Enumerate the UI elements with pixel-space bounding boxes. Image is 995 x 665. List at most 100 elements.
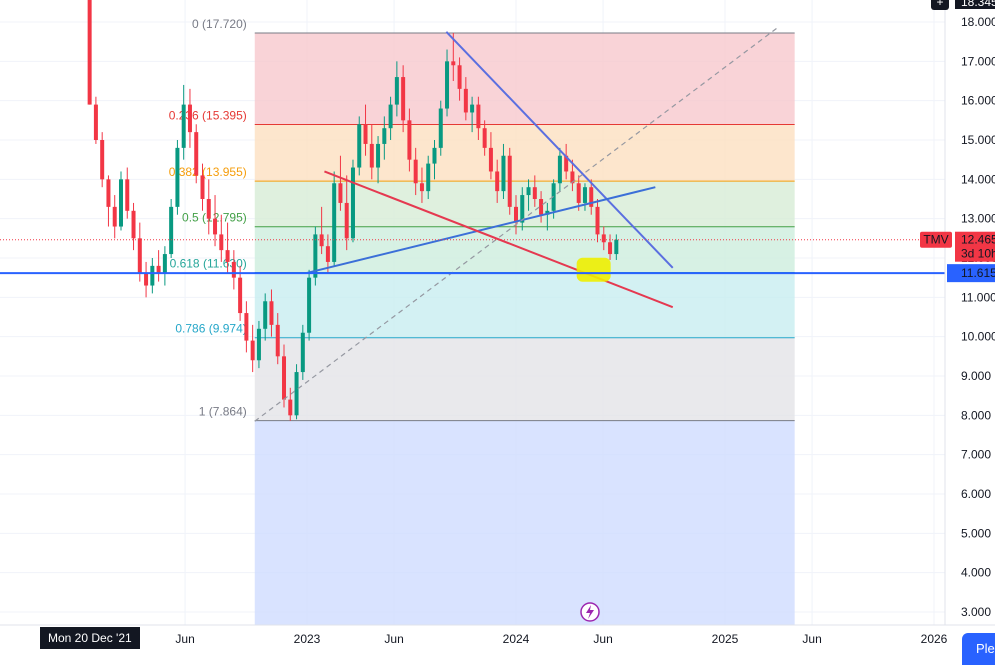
candle-55	[432, 140, 437, 180]
candle-3	[106, 175, 111, 227]
candle-body	[438, 108, 443, 148]
candle-body	[93, 104, 98, 140]
fib-zone-1	[254, 420, 795, 625]
candle-60	[463, 77, 468, 121]
candle-body	[319, 234, 324, 247]
candle-27	[256, 320, 261, 369]
y-tick-label: 9.000	[961, 369, 991, 383]
candle-body	[288, 399, 293, 416]
candle-9	[144, 261, 149, 298]
candle-83	[608, 234, 613, 260]
y-tick-label: 6.000	[961, 487, 991, 501]
fib-retracement[interactable]: 0 (17.720) 0.236 (15.395) 0.382 (13.955) 0.…	[169, 17, 795, 625]
candle-body	[570, 171, 575, 184]
candle-34	[300, 324, 305, 380]
date-cursor-badge: Mon 20 Dec '21	[40, 627, 140, 649]
candle-76	[564, 143, 569, 180]
time-axis[interactable]: Jun 2023 Jun 2024 Jun 2025 Jun 2026	[0, 624, 995, 665]
candle-body	[357, 124, 362, 168]
hline-price-badge	[947, 264, 995, 283]
candle-35	[307, 269, 312, 341]
interval-label: 3d 10h	[961, 247, 995, 261]
candle-53	[419, 167, 424, 203]
y-tick-label: 14.000	[961, 172, 995, 186]
candle-82	[601, 226, 606, 251]
candle-body	[445, 61, 450, 109]
x-tick-label: Jun	[384, 632, 403, 646]
lightning-icon[interactable]	[580, 602, 600, 622]
candle-body	[388, 104, 393, 129]
candle-body	[169, 206, 174, 255]
candle-67	[507, 147, 512, 215]
candle-body	[256, 328, 261, 361]
trendline-1	[306, 186, 656, 274]
candle-body	[282, 356, 287, 400]
candle-81	[595, 199, 600, 243]
candle-body	[507, 155, 512, 207]
candle-44	[363, 104, 368, 156]
candle-body	[263, 301, 268, 329]
y-tick-label: 11.000	[961, 290, 995, 304]
candle-body	[614, 239, 619, 255]
candle-body	[451, 61, 456, 66]
candle-body	[344, 202, 349, 239]
fib-zone-0.618	[254, 272, 795, 338]
candle-body	[219, 234, 224, 251]
candle-68	[514, 195, 518, 235]
candle-body	[150, 265, 155, 286]
candle-body	[526, 187, 531, 196]
lightning-icon-bolt	[586, 605, 594, 619]
candle-22	[225, 222, 230, 274]
candle-body	[382, 128, 387, 144]
fib-label-0.786: 0.786 (9.974)	[175, 322, 246, 336]
bottom-action-button[interactable]: Ple	[962, 633, 995, 665]
candle-24	[238, 265, 243, 321]
fib-label-0.236: 0.236 (15.395)	[169, 108, 247, 122]
x-tick-label: 2023	[294, 632, 321, 646]
candle-41	[344, 175, 349, 251]
candle-body	[608, 242, 613, 255]
candle-body	[557, 155, 562, 184]
candle-77	[570, 159, 575, 192]
candle-body	[551, 183, 556, 211]
candle-14	[175, 140, 180, 215]
candle-body	[394, 77, 399, 105]
fib-label-0: 0 (17.720)	[192, 17, 247, 31]
symbol-badge	[920, 231, 952, 248]
candle-33	[294, 364, 299, 420]
fib-label-1: 1 (7.864)	[199, 405, 247, 419]
candle-body	[589, 187, 594, 207]
candle-body	[87, 0, 92, 105]
candle-body	[175, 147, 180, 207]
candle-body	[238, 277, 243, 314]
candle-16	[187, 88, 192, 148]
candle-78	[576, 175, 581, 211]
candle-body	[401, 77, 406, 121]
candle-body	[432, 147, 437, 164]
candle-body	[457, 65, 462, 89]
candle-23	[231, 250, 236, 290]
candle-body	[338, 183, 343, 203]
candle-body	[564, 155, 569, 172]
candle-body	[144, 273, 149, 286]
candle-17	[194, 124, 199, 184]
price-axis[interactable]: 18.00017.00016.00015.00014.00013.00012.0…	[920, 0, 995, 625]
candle-body	[413, 159, 418, 184]
candle-19	[206, 179, 211, 235]
add-icon[interactable]: +	[931, 0, 949, 10]
x-tick-label: 2026	[921, 632, 948, 646]
candle-8	[137, 222, 142, 282]
candle-4	[112, 195, 117, 239]
candle-body	[376, 143, 381, 168]
candle-47	[382, 116, 387, 160]
candle-body	[582, 187, 587, 203]
candle-31	[282, 344, 287, 408]
last-price-label: 12.465	[961, 233, 995, 247]
candle-body	[162, 254, 167, 274]
candle-20	[213, 195, 218, 247]
top-price-badge: 18.345	[955, 0, 995, 9]
candle-body	[576, 183, 581, 203]
candle-66	[501, 143, 506, 199]
candle-32	[288, 387, 293, 421]
